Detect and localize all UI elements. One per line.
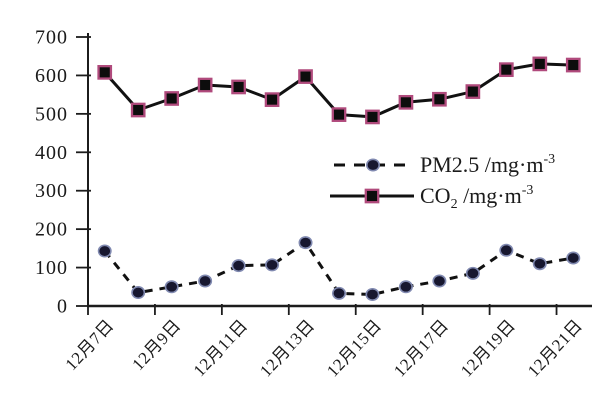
y-tick-label: 400: [35, 142, 68, 164]
co2-data-point-marker: [331, 107, 347, 122]
y-tick-label: 300: [35, 180, 68, 202]
y-tick-label: 100: [35, 257, 68, 279]
pm25-data-point-marker: [566, 251, 581, 265]
pm25-data-point-marker: [432, 274, 447, 288]
legend-co2-label: CO2 /mg·m-3: [420, 183, 533, 212]
co2-data-point-marker: [298, 69, 313, 84]
co2-data-point-marker: [197, 77, 213, 93]
co2-data-point-marker: [164, 91, 180, 106]
co2-data-point-marker: [465, 84, 481, 99]
pm25-data-point-marker: [131, 286, 146, 300]
y-tick-label: 0: [57, 296, 68, 318]
x-tick-label: 12月21日: [524, 316, 586, 381]
x-tick-label: 12月7日: [61, 316, 117, 374]
legend-text-part: -3: [543, 152, 555, 167]
pm25-data-point-marker: [231, 259, 246, 273]
pm25-data-point-marker: [532, 257, 547, 271]
y-tick-label: 700: [35, 27, 68, 49]
legend-text-part: /mg·m: [458, 183, 522, 208]
pm25-data-point-marker: [97, 244, 112, 258]
pm25-data-point-marker: [164, 280, 179, 294]
x-tick-label: 12月17日: [390, 316, 452, 381]
co2-data-point-marker: [231, 79, 246, 95]
legend-text-part: 2: [451, 197, 458, 212]
y-tick-label: 500: [35, 103, 68, 125]
pm25-data-point-marker: [198, 274, 213, 288]
co2-data-point-marker: [565, 57, 581, 73]
y-tick-label: 600: [35, 65, 68, 87]
co2-data-point-marker: [432, 91, 447, 107]
x-tick-label: 12月13日: [256, 316, 318, 381]
y-tick-label: 200: [35, 219, 68, 241]
legend-pm25-marker-icon: [365, 158, 380, 172]
co2-data-point-marker: [130, 102, 146, 118]
pm25-data-point-marker: [265, 258, 280, 272]
co2-data-point-marker: [398, 94, 414, 110]
pm25-data-point-marker: [465, 266, 480, 280]
pm25-data-point-marker: [499, 243, 514, 257]
co2-data-point-marker: [365, 109, 380, 125]
co2-data-point-marker: [532, 56, 548, 72]
legend-co2-marker-icon: [364, 188, 380, 204]
legend-text-part: -3: [522, 183, 534, 198]
x-tick-label: 12月9日: [128, 316, 184, 374]
legend-text-part: PM2.5 /mg·m: [420, 152, 543, 177]
legend-text-part: CO: [420, 183, 451, 208]
co2-data-point-marker: [97, 65, 113, 80]
co2-data-point-marker: [498, 62, 514, 78]
pm25-data-point-marker: [398, 280, 413, 294]
pm25-data-point-marker: [331, 286, 346, 300]
pm25-data-point-marker: [298, 236, 313, 250]
x-tick-label: 12月15日: [323, 316, 385, 381]
x-tick-label: 12月19日: [457, 316, 519, 381]
co2-data-point-marker: [264, 92, 280, 107]
legend-pm25-label: PM2.5 /mg·m-3: [420, 152, 555, 177]
pm25-data-point-marker: [365, 287, 380, 301]
x-tick-label: 12月11日: [190, 316, 252, 380]
